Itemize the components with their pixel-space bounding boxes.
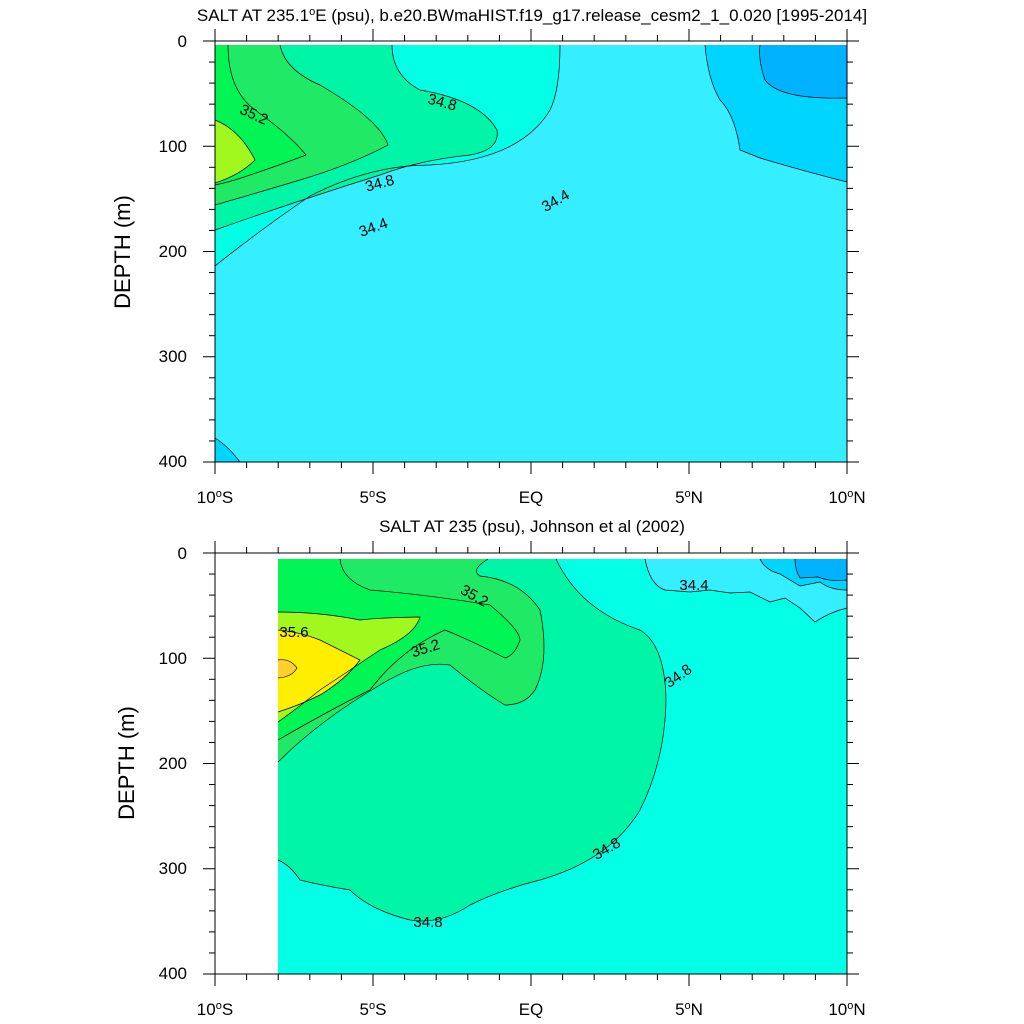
bottom-fill-34-2 (795, 559, 847, 581)
bottom-x-tick-label: 5oS (360, 1000, 387, 1019)
bottom-contour-line (759, 558, 848, 591)
bottom-x-tick-label: 10oS (197, 1000, 233, 1019)
bottom-contour-line (277, 558, 521, 741)
bottom-contour-label: 35.6 (279, 624, 308, 641)
top-y-tick-label: 200 (159, 242, 187, 261)
top-contour-line (759, 44, 848, 99)
bottom-y-tick-label: 100 (159, 649, 187, 668)
top-x-tick-label: 10oS (197, 488, 233, 507)
top-contour-label: 34.8 (364, 172, 397, 196)
bottom-contour-line (277, 611, 421, 723)
bottom-y-tick-labels: 0 100 200 300 400 (159, 544, 187, 983)
bottom-fill-35-4 (278, 559, 520, 740)
bottom-panel: SALT AT 235 (psu), Johnson et al (2002) … (114, 517, 866, 1019)
top-fill-35-6 (215, 120, 255, 183)
bottom-x-tick-label: 5oN (675, 1000, 703, 1019)
bottom-y-tick-label: 400 (159, 964, 187, 983)
top-y-tick-label: 0 (178, 32, 187, 51)
top-contour-line (214, 119, 256, 184)
top-y-tick-label: 300 (159, 347, 187, 366)
bottom-contour-line (277, 629, 361, 713)
bottom-contour-line (644, 558, 848, 623)
top-y-axis-label: DEPTH (m) (110, 195, 135, 309)
bottom-fill-35-8 (278, 630, 360, 712)
bottom-contour-line (794, 558, 848, 581)
top-contour-line (214, 44, 561, 267)
bottom-y-tick-label: 0 (178, 544, 187, 563)
top-panel: SALT AT 235.1oE (psu), b.e20.BWmaHIST.f1… (110, 6, 867, 507)
top-x-tick-labels: 10oS 5oS EQ 5oN 10oN (197, 488, 866, 507)
bottom-contour-label: 34.8 (413, 914, 442, 931)
top-y-tick-labels: 0 100 200 300 400 (159, 32, 187, 471)
top-contour-line (214, 44, 389, 206)
bottom-panel-title: SALT AT 235 (psu), Johnson et al (2002) (379, 517, 685, 536)
bottom-tick-marks (203, 541, 859, 986)
top-contour-line (214, 437, 241, 463)
top-contour-line (214, 44, 498, 231)
bottom-x-tick-labels: 10oS 5oS EQ 5oN 10oN (197, 1000, 866, 1019)
bottom-x-tick-label: 10oN (828, 1000, 865, 1019)
bottom-y-tick-label: 300 (159, 859, 187, 878)
top-panel-title: SALT AT 235.1oE (psu), b.e20.BWmaHIST.f1… (197, 6, 867, 25)
bottom-contour-line (277, 558, 667, 922)
top-y-tick-label: 100 (159, 137, 187, 156)
bottom-contour-label: 34.4 (679, 577, 708, 594)
bottom-plot-area: 35.6 35.2 35.2 34.4 34.8 34.8 34.8 (214, 552, 848, 975)
top-fill-34-2-east (759, 45, 847, 99)
top-plot-area: 35.2 34.8 34.8 34.4 34.4 (214, 40, 848, 463)
bottom-contour-line (277, 659, 298, 679)
top-contour-label: 34.8 (426, 91, 459, 115)
top-x-tick-label: 10oN (828, 488, 865, 507)
top-x-tick-label: EQ (519, 488, 544, 507)
bottom-y-tick-label: 200 (159, 754, 187, 773)
top-tick-marks (203, 29, 859, 474)
top-y-tick-label: 400 (159, 452, 187, 471)
bottom-contour-line (277, 558, 545, 763)
top-fill-34-4-bottom (215, 438, 240, 462)
bottom-y-axis-label: DEPTH (m) (114, 706, 139, 820)
bottom-x-tick-label: EQ (519, 1000, 544, 1019)
top-contour-line (214, 44, 307, 186)
top-x-tick-label: 5oN (675, 488, 703, 507)
top-contour-line (704, 44, 848, 183)
top-x-tick-label: 5oS (360, 488, 387, 507)
